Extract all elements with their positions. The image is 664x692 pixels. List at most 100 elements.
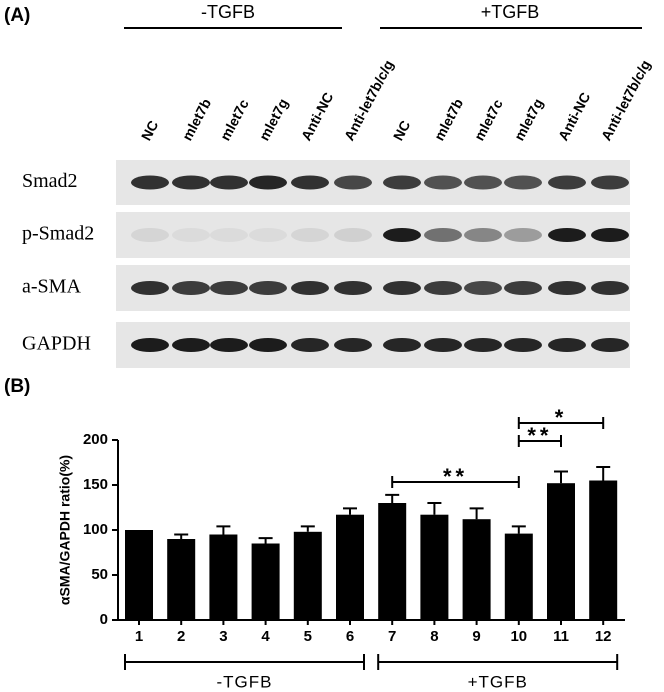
band [383, 281, 421, 295]
lane-label: mlet7c [471, 96, 506, 143]
significance-label: * [555, 405, 568, 430]
band [383, 175, 421, 190]
band [334, 281, 372, 295]
error-bar [427, 502, 442, 515]
band [591, 228, 629, 242]
significance-label: ** [443, 464, 468, 489]
lane-label: Anti-let7b/c/g [598, 57, 654, 143]
bar [420, 514, 449, 620]
error-bar [174, 533, 189, 539]
band [334, 338, 372, 352]
band [291, 175, 329, 190]
significance-bracket [517, 435, 562, 447]
band [591, 175, 629, 190]
band [210, 281, 248, 295]
lane-label: Anti-NC [555, 90, 594, 144]
band [548, 175, 586, 190]
band [591, 338, 629, 352]
band [172, 281, 210, 295]
blots: Smad2 p-Smad2 a-SMA GAPDH [22, 160, 630, 368]
row-label: p-Smad2 [22, 223, 94, 245]
band [172, 175, 210, 190]
lane-label: Anti-NC [298, 90, 337, 144]
band [504, 228, 542, 242]
x-tick-label: 12 [595, 628, 612, 645]
row-label: a-SMA [22, 276, 81, 298]
bar [293, 531, 322, 620]
band [504, 338, 542, 352]
band [548, 338, 586, 352]
lane-label: Anti-let7b/c/g [341, 57, 397, 143]
band [249, 228, 287, 242]
lane-label: NC [138, 118, 162, 143]
band [424, 281, 462, 295]
x-tick-label: 3 [219, 628, 227, 645]
error-bar [596, 466, 611, 481]
band [424, 228, 462, 242]
band [464, 228, 502, 242]
band [424, 175, 462, 190]
bar [504, 533, 533, 620]
band [172, 338, 210, 352]
band [334, 228, 372, 242]
bar [209, 534, 238, 620]
bar [251, 543, 280, 620]
lane-label: mlet7c [217, 96, 252, 143]
bar [378, 503, 407, 620]
error-bar [385, 493, 400, 503]
group-label: -TGFB [201, 2, 255, 22]
y-tick-label: 100 [83, 521, 108, 538]
band [291, 228, 329, 242]
bar [547, 483, 575, 620]
x-tick-label: 10 [510, 628, 527, 645]
x-tick-label: 6 [346, 628, 354, 645]
error-bar [216, 525, 231, 535]
x-tick-label: 4 [261, 628, 270, 645]
lane-label: mlet7g [256, 96, 291, 143]
error-bar [258, 537, 273, 544]
y-tick-label: 150 [83, 476, 108, 493]
group-label: +TGFB [481, 2, 540, 22]
group-label: +TGFB [468, 672, 528, 691]
band [334, 175, 372, 190]
x-tick-label: 8 [430, 628, 438, 645]
x-tick-label: 5 [304, 628, 312, 645]
row-label: GAPDH [22, 333, 91, 355]
error-bar [554, 470, 568, 484]
panel-a-label: (A) [4, 5, 30, 26]
band [591, 281, 629, 295]
y-tick-label: 200 [83, 431, 108, 448]
lane-label: mlet7b [431, 96, 466, 143]
band [131, 175, 169, 190]
error-bar [469, 507, 484, 520]
x-tick-label: 2 [177, 628, 185, 645]
band [291, 338, 329, 352]
x-tick-label: 7 [388, 628, 396, 645]
significance-bracket [391, 476, 520, 488]
y-tick-label: 0 [100, 611, 108, 628]
bar [589, 480, 618, 620]
band [210, 175, 248, 190]
band [383, 338, 421, 352]
lane-label: NC [390, 118, 414, 143]
band [504, 281, 542, 295]
y-axis-label: αSMA/GAPDH ratio(%) [57, 455, 73, 605]
lane-label: mlet7g [511, 96, 546, 143]
band [131, 338, 169, 352]
group-bracket [124, 654, 365, 670]
bar [462, 519, 491, 620]
bar [167, 539, 196, 620]
group-label: -TGFB [217, 672, 273, 691]
error-bar [343, 507, 357, 515]
significance-label: ** [527, 423, 552, 448]
row-label: Smad2 [22, 170, 78, 192]
band [249, 338, 287, 352]
band [249, 175, 287, 190]
lane-label: mlet7b [179, 96, 214, 143]
band [424, 338, 462, 352]
band [464, 338, 502, 352]
band [383, 228, 421, 242]
band [249, 281, 287, 295]
